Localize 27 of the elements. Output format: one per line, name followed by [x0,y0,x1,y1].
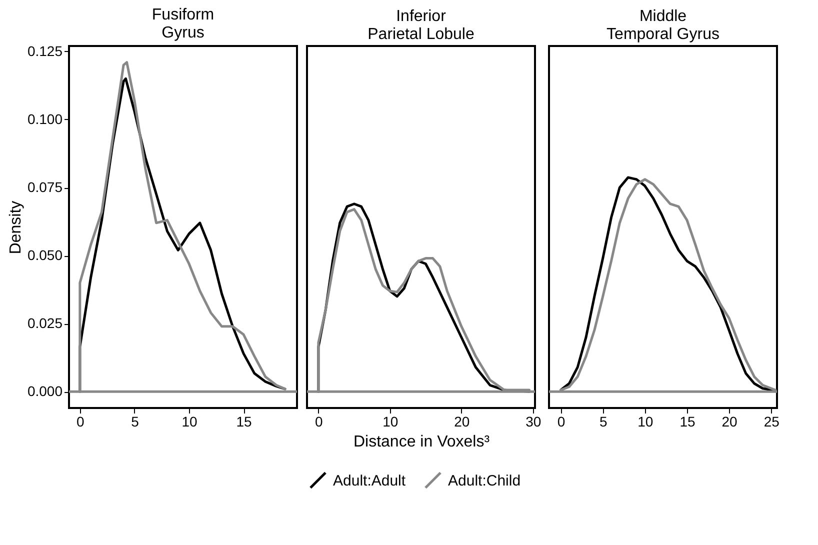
x-tick-label: 20 [454,414,470,430]
chart-title: Inferior Parietal Lobule [368,8,474,43]
chart-title: Fusiform Gyrus [152,6,214,42]
legend-label: Adult:Child [448,472,521,490]
x-tick-label: 10 [382,414,398,430]
y-axis-title: Density [7,200,24,254]
x-tick-label: 0 [315,414,324,430]
y-tick-label: 0.075 [27,179,63,196]
x-tick-label: 20 [722,414,738,430]
x-tick-label: 30 [526,414,542,430]
legend-label: Adult:Adult [333,472,406,490]
chart-title: Middle Temporal Gyrus [606,8,720,43]
x-tick-label: 10 [182,414,198,430]
x-tick-label: 0 [557,414,566,430]
x-tick-label: 15 [680,414,696,430]
y-tick-label: 0.125 [27,42,63,59]
x-tick-label: 5 [131,414,140,430]
x-tick-label: 25 [764,414,780,430]
x-tick-label: 15 [236,414,252,430]
y-tick-label: 0.050 [27,247,63,264]
y-tick-label: 0.000 [27,383,63,400]
y-tick-label: 0.025 [27,315,63,332]
x-axis-title: Distance in Voxels³ [353,434,490,450]
y-tick-label: 0.100 [27,110,63,127]
x-tick-label: 0 [76,414,85,430]
x-tick-label: 10 [638,414,654,430]
x-tick-label: 5 [599,414,608,430]
